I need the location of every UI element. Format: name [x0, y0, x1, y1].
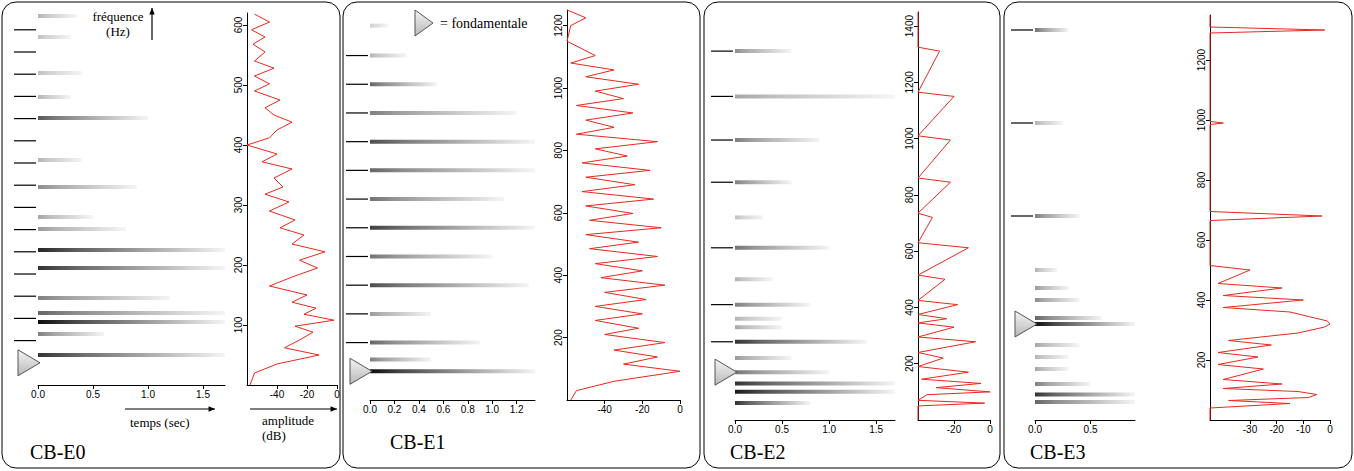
svg-text:600: 600 [1196, 231, 1207, 248]
svg-text:400: 400 [904, 299, 915, 316]
svg-text:100: 100 [233, 316, 244, 333]
svg-text:0.0: 0.0 [1028, 424, 1042, 435]
svg-text:200: 200 [904, 355, 915, 372]
svg-text:1000: 1000 [904, 127, 915, 150]
svg-text:1.0: 1.0 [485, 404, 499, 415]
svg-text:600: 600 [904, 242, 915, 259]
svg-text:1400: 1400 [904, 15, 915, 38]
svg-text:1200: 1200 [553, 14, 564, 37]
svg-text:-40: -40 [270, 389, 285, 400]
svg-text:1000: 1000 [553, 76, 564, 99]
svg-text:= fondamentale: = fondamentale [440, 16, 528, 31]
svg-text:1.0: 1.0 [822, 424, 836, 435]
svg-text:1.5: 1.5 [196, 389, 210, 400]
svg-text:800: 800 [553, 142, 564, 159]
svg-text:0.0: 0.0 [31, 389, 45, 400]
svg-text:0.5: 0.5 [1084, 424, 1098, 435]
svg-text:-20: -20 [947, 424, 962, 435]
svg-text:800: 800 [904, 186, 915, 203]
svg-text:0.5: 0.5 [775, 424, 789, 435]
svg-text:500: 500 [233, 76, 244, 93]
svg-text:0.0: 0.0 [363, 404, 377, 415]
svg-text:-20: -20 [300, 389, 315, 400]
svg-text:1200: 1200 [1196, 48, 1207, 71]
svg-text:-20: -20 [635, 404, 650, 415]
svg-text:1.5: 1.5 [869, 424, 883, 435]
svg-text:0.5: 0.5 [86, 389, 100, 400]
svg-text:0: 0 [677, 404, 683, 415]
svg-text:1.2: 1.2 [510, 404, 524, 415]
svg-text:-20: -20 [1269, 424, 1284, 435]
svg-text:-30: -30 [1243, 424, 1258, 435]
svg-text:(Hz): (Hz) [106, 24, 130, 39]
svg-text:400: 400 [1196, 291, 1207, 308]
svg-text:amplitude: amplitude [262, 413, 314, 428]
svg-text:0.0: 0.0 [728, 424, 742, 435]
svg-text:-10: -10 [1296, 424, 1311, 435]
svg-text:600: 600 [553, 204, 564, 221]
svg-text:CB-E2: CB-E2 [730, 441, 786, 463]
svg-text:CB-E3: CB-E3 [1030, 441, 1086, 463]
svg-text:0.4: 0.4 [412, 404, 426, 415]
svg-text:0.2: 0.2 [387, 404, 401, 415]
svg-text:0: 0 [1327, 424, 1333, 435]
svg-text:200: 200 [553, 329, 564, 346]
svg-text:200: 200 [1196, 351, 1207, 368]
svg-text:CB-E0: CB-E0 [30, 441, 86, 463]
svg-text:600: 600 [233, 16, 244, 33]
svg-text:(dB): (dB) [262, 428, 286, 443]
svg-text:temps (sec): temps (sec) [130, 415, 190, 430]
svg-text:0: 0 [334, 389, 340, 400]
svg-text:400: 400 [553, 266, 564, 283]
svg-text:300: 300 [233, 196, 244, 213]
svg-text:1.0: 1.0 [141, 389, 155, 400]
svg-text:1200: 1200 [904, 71, 915, 94]
svg-text:0: 0 [987, 424, 993, 435]
svg-text:1000: 1000 [1196, 108, 1207, 131]
svg-text:0.8: 0.8 [461, 404, 475, 415]
svg-text:fréquence: fréquence [92, 9, 143, 24]
svg-text:0.6: 0.6 [436, 404, 450, 415]
svg-text:-40: -40 [597, 404, 612, 415]
svg-text:CB-E1: CB-E1 [390, 431, 446, 453]
svg-text:200: 200 [233, 256, 244, 273]
svg-text:400: 400 [233, 136, 244, 153]
svg-text:800: 800 [1196, 171, 1207, 188]
